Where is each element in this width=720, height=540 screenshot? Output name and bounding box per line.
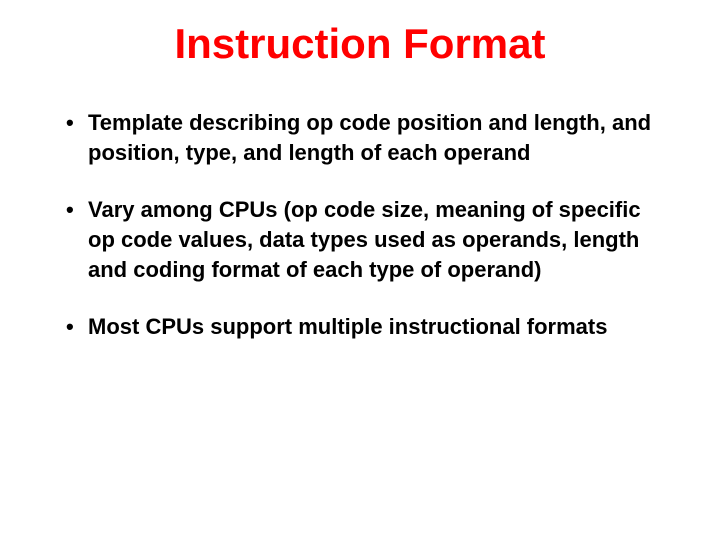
bullet-list: Template describing op code position and… <box>60 108 660 342</box>
slide-title: Instruction Format <box>60 20 660 68</box>
slide-container: Instruction Format Template describing o… <box>0 0 720 540</box>
list-item: Template describing op code position and… <box>60 108 660 167</box>
list-item: Most CPUs support multiple instructional… <box>60 312 660 342</box>
list-item: Vary among CPUs (op code size, meaning o… <box>60 195 660 284</box>
